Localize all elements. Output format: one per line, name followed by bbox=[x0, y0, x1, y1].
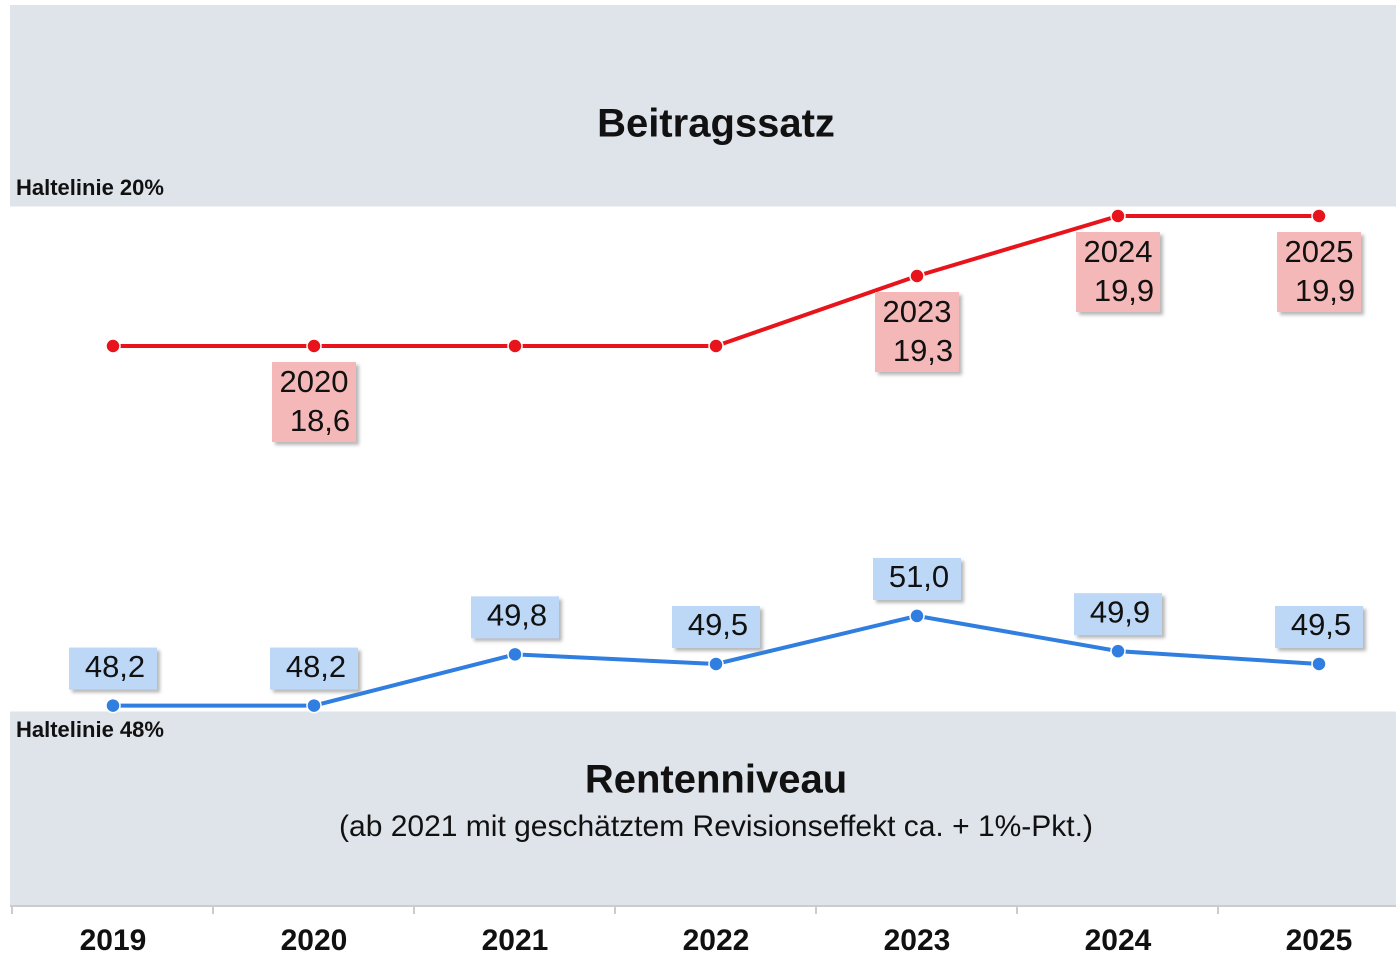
point bbox=[507, 646, 523, 663]
label-box bbox=[1277, 232, 1361, 312]
label-year: 2024 bbox=[1084, 234, 1153, 269]
point bbox=[306, 338, 322, 354]
title-bottom: Rentenniveau bbox=[585, 758, 847, 802]
x-tick-label: 2021 bbox=[482, 924, 549, 957]
data-label: 49,9 bbox=[1090, 594, 1150, 629]
label-box bbox=[1275, 605, 1363, 648]
x-tick-label: 2022 bbox=[683, 924, 750, 957]
label-box bbox=[471, 596, 559, 639]
point bbox=[105, 338, 121, 354]
point bbox=[105, 697, 121, 714]
point bbox=[306, 697, 322, 714]
label-box bbox=[272, 362, 356, 442]
point bbox=[1110, 643, 1126, 659]
data-label: 49,8 bbox=[487, 598, 547, 633]
label-box bbox=[69, 647, 157, 690]
top-band bbox=[10, 5, 1396, 206]
x-tick-label: 2019 bbox=[80, 924, 147, 957]
x-tick-label: 2023 bbox=[884, 924, 951, 957]
x-tick-label: 2025 bbox=[1286, 924, 1353, 957]
data-label: 18,6 bbox=[290, 403, 350, 438]
subtitle: (ab 2021 mit geschätztem Revisionseffekt… bbox=[339, 810, 1093, 843]
data-label: 49,5 bbox=[688, 607, 748, 642]
data-label: 48,2 bbox=[286, 649, 346, 684]
data-label: 49,5 bbox=[1291, 607, 1351, 642]
label-box bbox=[270, 647, 358, 690]
x-tick-label: 2024 bbox=[1085, 924, 1152, 957]
x-tick-label: 2020 bbox=[281, 924, 348, 957]
y-tick-label: Haltelinie 48% bbox=[16, 717, 164, 742]
point bbox=[708, 338, 724, 354]
label-box bbox=[873, 557, 961, 600]
data-label: 19,3 bbox=[893, 333, 953, 368]
point bbox=[909, 268, 925, 284]
point bbox=[1311, 656, 1327, 672]
bottom-band bbox=[10, 712, 1396, 905]
label-year: 2020 bbox=[280, 364, 349, 399]
label-box bbox=[1074, 593, 1162, 636]
point bbox=[1311, 208, 1327, 224]
point bbox=[507, 338, 523, 354]
label-box bbox=[875, 292, 959, 372]
label-year: 2023 bbox=[883, 294, 952, 329]
y-tick-label: Haltelinie 20% bbox=[16, 175, 164, 200]
point bbox=[1110, 208, 1126, 224]
title-top: Beitragssatz bbox=[597, 102, 835, 146]
label-box bbox=[1076, 232, 1160, 312]
data-label: 51,0 bbox=[889, 559, 949, 594]
label-year: 2025 bbox=[1285, 234, 1354, 269]
point bbox=[708, 656, 724, 672]
data-label: 19,9 bbox=[1094, 273, 1154, 308]
data-label: 48,2 bbox=[85, 649, 145, 684]
data-label: 19,9 bbox=[1295, 273, 1355, 308]
point bbox=[909, 608, 925, 624]
label-box bbox=[672, 605, 760, 648]
